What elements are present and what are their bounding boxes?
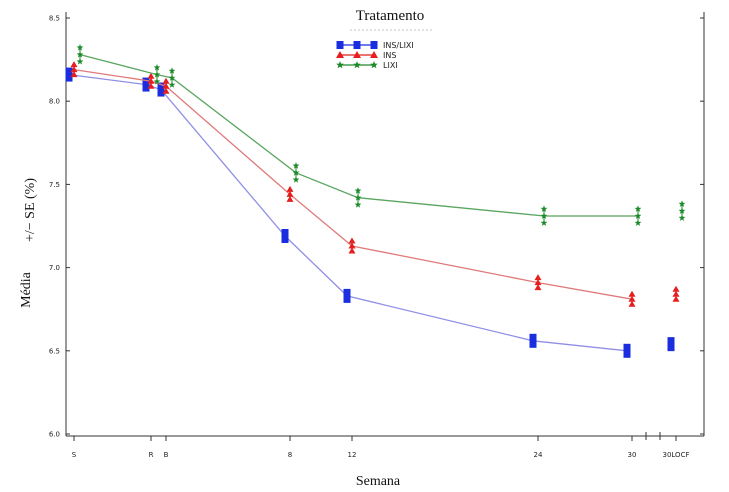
y-tick-label: 8.0 [49,98,60,106]
series-lixi [76,44,686,226]
legend-label: INS/LIXI [383,41,414,50]
y-tick-label: 6.0 [49,431,60,439]
legend-label: LIXI [383,61,398,70]
data-point [343,288,351,303]
y-tick-label: 7.0 [49,264,60,272]
data-point [286,185,294,202]
data-point [354,187,362,208]
series-ins [70,61,680,307]
x-axis-label: Semana [356,474,401,489]
y-axis-label: Média [19,271,34,308]
y-tick-label: 6.5 [49,347,60,355]
x-tick-label: 8 [288,451,292,459]
series-line [73,68,633,300]
x-tick-label: R [149,451,154,459]
y-tick-label: 7.5 [49,181,60,189]
x-tick-label: S [72,451,77,459]
x-tick-label: 24 [534,451,543,459]
data-point [534,274,542,291]
y-ticks: 6.0 6.5 7.0 7.5 8.0 8.5 [49,15,704,439]
data-point [628,290,636,307]
data-point [678,200,686,221]
data-point [540,205,548,226]
chart-title: Tratamento [356,8,425,24]
data-point [65,67,73,82]
x-tick-label: B [164,451,169,459]
legend-entry: INS/LIXI [336,41,414,50]
data-point [348,237,356,254]
data-point [168,67,176,88]
data-point [281,228,289,243]
series-ins-lixi [65,67,675,358]
data-point [70,61,78,78]
data-point [634,205,642,226]
data-point [623,343,631,358]
y-axis-sublabel: +/− SE (%) [23,178,38,242]
series-line [68,73,628,352]
y-tick-label: 8.5 [49,15,60,23]
x-tick-label: 12 [348,451,357,459]
x-ticks: S R B 8 12 24 30 30LOCF [72,436,690,459]
data-point [153,64,161,85]
series-layer [65,44,686,358]
data-point [157,82,165,97]
data-point [142,77,150,92]
data-point [292,162,300,183]
data-point [529,333,537,348]
data-point [162,77,170,94]
data-point [672,285,680,302]
x-tick-label: 30LOCF [663,451,690,459]
data-point [667,337,675,352]
data-point [147,72,155,89]
legend-label: INS [383,51,396,60]
legend-entry: LIXI [336,61,398,70]
x-tick-label: 30 [628,451,637,459]
data-point [76,44,84,65]
legend-entry: INS [336,51,396,60]
